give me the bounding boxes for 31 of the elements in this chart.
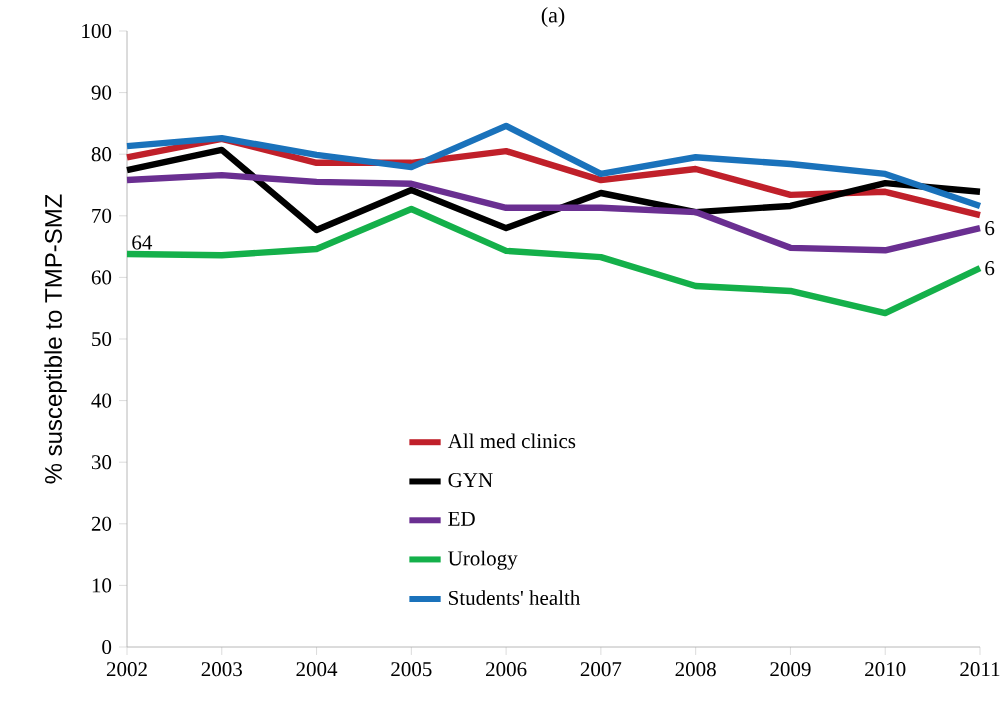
- y-tick-label: 0: [102, 639, 112, 655]
- y-tick-label: 80: [91, 147, 112, 162]
- y-axis-title: % susceptible to TMP-SMZ: [44, 194, 67, 484]
- x-tick-label: 2011: [960, 662, 1000, 677]
- y-tick-label: 70: [92, 208, 112, 223]
- y-tick-label: 50: [92, 331, 112, 347]
- y-tick-label: 60: [91, 270, 112, 285]
- y-tick-label: 90: [91, 85, 112, 100]
- y-tick-label: 100: [82, 23, 112, 39]
- chart-title: (a): [541, 7, 565, 27]
- x-tick-label: 2004: [296, 662, 338, 677]
- legend-label: All med clinics: [447, 433, 576, 449]
- x-tick-label: 2003: [201, 662, 242, 677]
- y-tick-label: 30: [91, 455, 112, 470]
- y-tick-label: 10: [92, 578, 112, 593]
- annotation: 64: [132, 235, 153, 250]
- legend-label: ED: [448, 511, 475, 526]
- y-tick-label: 40: [91, 393, 112, 408]
- x-tick-label: 2002: [106, 662, 147, 677]
- annotation: 6: [985, 261, 995, 276]
- x-tick-label: 2008: [675, 662, 716, 677]
- x-tick-label: 2009: [770, 662, 811, 677]
- annotation: 6: [985, 221, 995, 236]
- legend-label: GYN: [448, 473, 493, 488]
- x-tick-label: 2005: [391, 662, 432, 677]
- legend-label: Students' health: [449, 590, 581, 606]
- y-tick-label: 20: [91, 516, 112, 531]
- x-tick-label: 2007: [580, 662, 622, 677]
- x-tick-label: 2006: [486, 662, 527, 677]
- legend-label: Urology: [448, 550, 518, 570]
- x-tick-label: 2010: [865, 662, 906, 677]
